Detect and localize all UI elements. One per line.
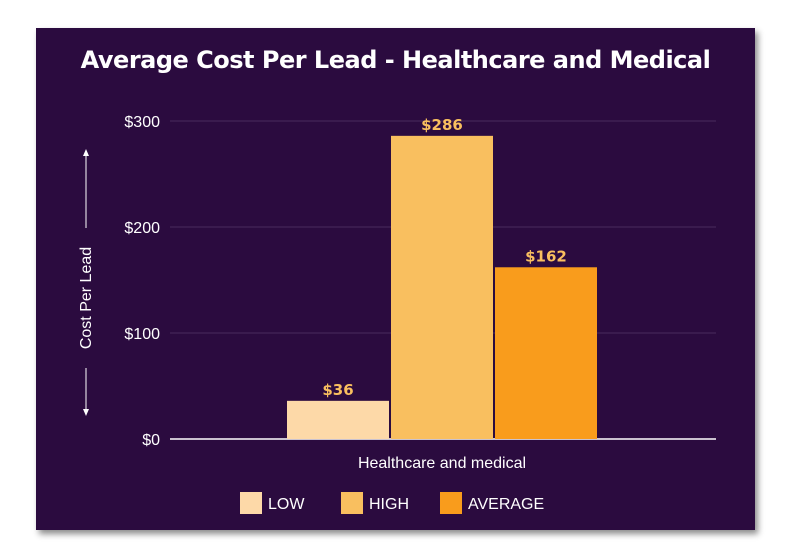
bar-chart: $0 $100 $200 $300 Cost Per Lead $36 $286 $162 He… xyxy=(78,114,716,514)
chart-title: Average Cost Per Lead - Healthcare and M… xyxy=(80,46,711,74)
legend-label-average: AVERAGE xyxy=(468,496,544,513)
legend-swatch-average xyxy=(440,492,462,514)
legend-label-low: LOW xyxy=(268,496,305,513)
y-axis-label: Cost Per Lead xyxy=(78,247,95,349)
arrow-up-icon xyxy=(83,149,89,156)
legend-swatch-high xyxy=(341,492,363,514)
y-tick-label: $300 xyxy=(124,114,160,131)
data-label-high: $286 xyxy=(421,116,463,134)
bar-high xyxy=(391,135,493,439)
data-label-average: $162 xyxy=(525,247,567,265)
y-tick-label: $100 xyxy=(124,326,160,343)
bar-average xyxy=(495,267,597,439)
arrow-down-icon xyxy=(83,409,89,416)
legend-swatch-low xyxy=(240,492,262,514)
chart-card: Average Cost Per Lead - Healthcare and M… xyxy=(36,28,755,530)
legend-label-high: HIGH xyxy=(369,496,409,513)
y-tick-label: $200 xyxy=(124,220,160,237)
data-label-low: $36 xyxy=(322,381,353,399)
bar-low xyxy=(287,400,389,439)
y-tick-label: $0 xyxy=(142,432,160,449)
x-category-label: Healthcare and medical xyxy=(358,455,526,472)
